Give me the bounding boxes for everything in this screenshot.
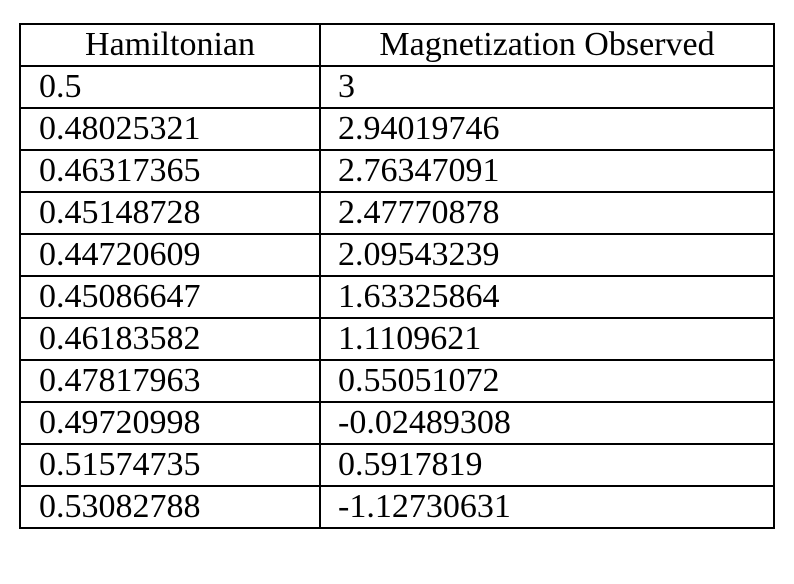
magnetization-cell: 2.76347091 (319, 149, 775, 193)
magnetization-cell: -0.02489308 (319, 401, 775, 445)
column-header-hamiltonian: Hamiltonian (19, 23, 321, 67)
table-row: 0.48025321 2.94019746 (19, 107, 775, 151)
table-row: 0.49720998 -0.02489308 (19, 401, 775, 445)
header-row: Hamiltonian Magnetization Observed (19, 23, 775, 67)
hamiltonian-cell: 0.46183582 (19, 317, 321, 361)
magnetization-cell: 0.5917819 (319, 443, 775, 487)
table-header: Hamiltonian Magnetization Observed (19, 23, 775, 67)
table-row: 0.46317365 2.76347091 (19, 149, 775, 193)
hamiltonian-cell: 0.46317365 (19, 149, 321, 193)
table-row: 0.45148728 2.47770878 (19, 191, 775, 235)
table-row: 0.53082788 -1.12730631 (19, 485, 775, 529)
hamiltonian-cell: 0.49720998 (19, 401, 321, 445)
column-header-magnetization-observed: Magnetization Observed (319, 23, 775, 67)
table-row: 0.51574735 0.5917819 (19, 443, 775, 487)
data-table: Hamiltonian Magnetization Observed 0.5 3… (19, 23, 775, 529)
table-body: 0.5 3 0.48025321 2.94019746 0.46317365 2… (19, 65, 775, 529)
hamiltonian-cell: 0.48025321 (19, 107, 321, 151)
table-row: 0.5 3 (19, 65, 775, 109)
table-row: 0.46183582 1.1109621 (19, 317, 775, 361)
magnetization-cell: 0.55051072 (319, 359, 775, 403)
hamiltonian-cell: 0.44720609 (19, 233, 321, 277)
hamiltonian-cell: 0.45148728 (19, 191, 321, 235)
table-row: 0.44720609 2.09543239 (19, 233, 775, 277)
hamiltonian-cell: 0.53082788 (19, 485, 321, 529)
magnetization-cell: 2.47770878 (319, 191, 775, 235)
table-row: 0.45086647 1.63325864 (19, 275, 775, 319)
magnetization-cell: 3 (319, 65, 775, 109)
magnetization-cell: -1.12730631 (319, 485, 775, 529)
hamiltonian-cell: 0.45086647 (19, 275, 321, 319)
table-row: 0.47817963 0.55051072 (19, 359, 775, 403)
magnetization-cell: 2.94019746 (319, 107, 775, 151)
hamiltonian-cell: 0.51574735 (19, 443, 321, 487)
hamiltonian-cell: 0.5 (19, 65, 321, 109)
magnetization-cell: 2.09543239 (319, 233, 775, 277)
magnetization-cell: 1.63325864 (319, 275, 775, 319)
magnetization-cell: 1.1109621 (319, 317, 775, 361)
hamiltonian-cell: 0.47817963 (19, 359, 321, 403)
